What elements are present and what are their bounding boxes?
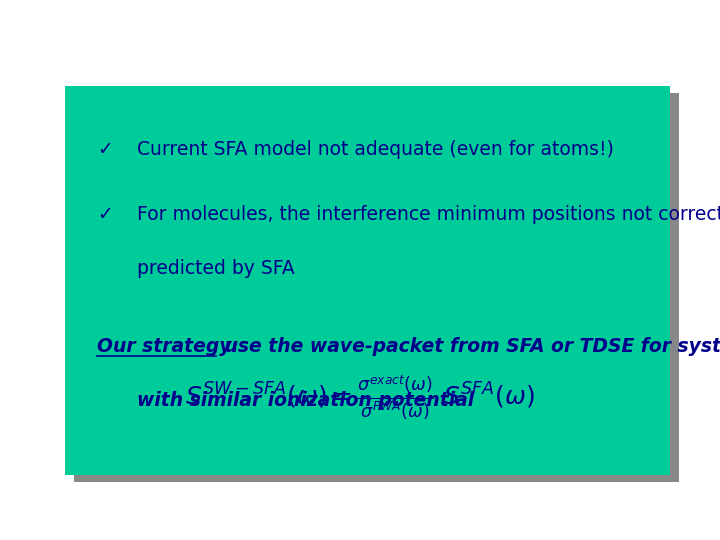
Text: Our strategy:: Our strategy: bbox=[97, 338, 239, 356]
Text: ✓: ✓ bbox=[97, 205, 113, 224]
FancyBboxPatch shape bbox=[65, 86, 670, 475]
Text: For molecules, the interference minimum positions not correctly: For molecules, the interference minimum … bbox=[137, 205, 720, 224]
Text: with similar ionization potential: with similar ionization potential bbox=[137, 392, 474, 410]
FancyBboxPatch shape bbox=[74, 93, 679, 482]
Text: predicted by SFA: predicted by SFA bbox=[137, 259, 294, 278]
Text: ✓: ✓ bbox=[97, 140, 113, 159]
Text: Current SFA model not adequate (even for atoms!): Current SFA model not adequate (even for… bbox=[137, 140, 613, 159]
Text: $S^{SW-SFA}(\omega) = \frac{\sigma^{exact}(\omega)}{\sigma^{PWA}(\omega)}\ S^{SF: $S^{SW-SFA}(\omega) = \frac{\sigma^{exac… bbox=[185, 373, 535, 421]
Text: use the wave-packet from SFA or TDSE for system: use the wave-packet from SFA or TDSE for… bbox=[218, 338, 720, 356]
